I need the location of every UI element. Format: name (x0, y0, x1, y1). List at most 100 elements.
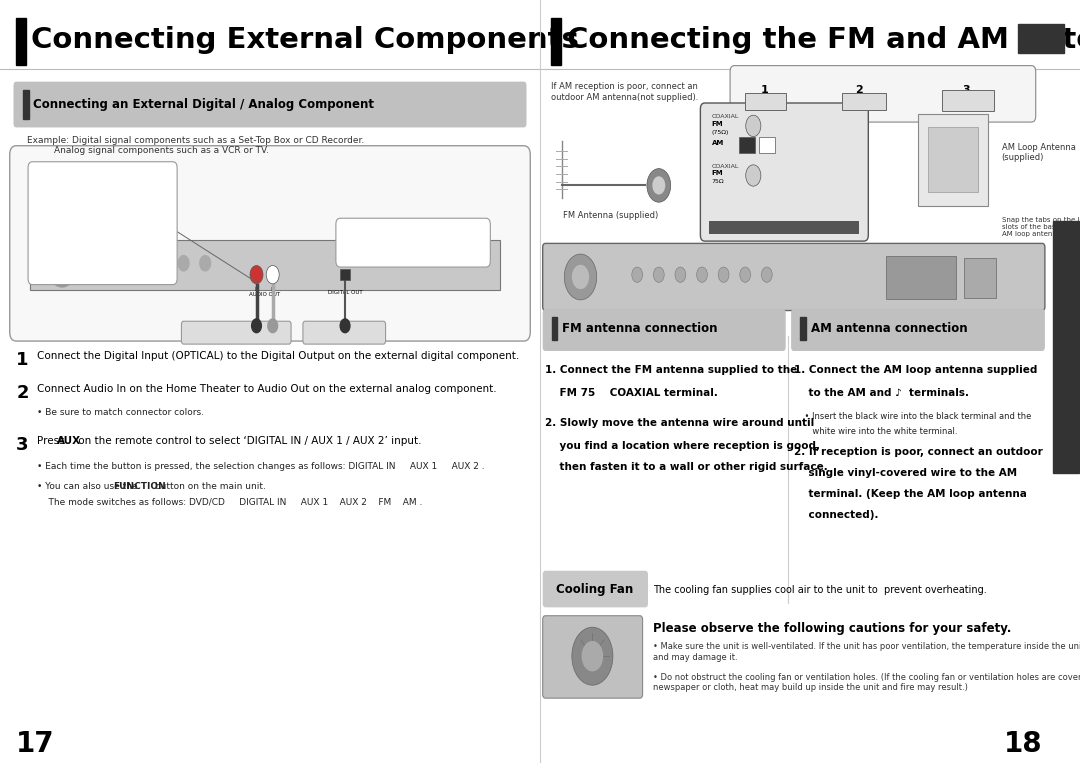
Circle shape (745, 165, 760, 186)
Bar (1053, 221, 1079, 473)
Text: 18: 18 (1003, 730, 1042, 758)
Text: If the external analog
component has only one
Audio Out, connect either left
or : If the external analog component has onl… (40, 192, 165, 238)
Circle shape (582, 641, 603, 671)
Text: 17: 17 (16, 730, 55, 758)
Text: (75Ω): (75Ω) (712, 130, 729, 134)
Text: Connecting the FM and AM Antennas: Connecting the FM and AM Antennas (567, 26, 1080, 53)
Bar (708, 221, 860, 234)
Text: If AM reception is poor, connect an
outdoor AM antenna(not supplied).: If AM reception is poor, connect an outd… (551, 82, 698, 101)
Circle shape (718, 267, 729, 282)
Circle shape (572, 627, 613, 685)
Text: Press: Press (37, 436, 68, 446)
Text: FM Antenna (supplied): FM Antenna (supplied) (563, 211, 658, 220)
Text: AM antenna connection: AM antenna connection (811, 322, 968, 336)
Circle shape (675, 267, 686, 282)
Text: AUX: AUX (56, 436, 81, 446)
Circle shape (632, 267, 643, 282)
Circle shape (200, 256, 211, 271)
Text: Connect Audio In on the Home Theater to Audio Out on the external analog compone: Connect Audio In on the Home Theater to … (37, 384, 497, 394)
Circle shape (761, 267, 772, 282)
Bar (800, 317, 806, 340)
Text: • Insert the black wire into the black terminal and the: • Insert the black wire into the black t… (794, 412, 1031, 421)
FancyBboxPatch shape (700, 103, 868, 241)
Bar (1017, 24, 1064, 53)
Text: white wire into the white terminal.: white wire into the white terminal. (794, 427, 957, 436)
Text: Example: Digital signal components such as a Set-Top Box or CD Recorder.: Example: Digital signal components such … (27, 136, 364, 145)
Text: FM: FM (712, 170, 724, 176)
Text: FM antenna connection: FM antenna connection (562, 322, 717, 336)
Circle shape (740, 267, 751, 282)
Bar (739, 137, 755, 153)
Text: (not supplied): (not supplied) (68, 185, 137, 195)
Text: The mode switches as follows: DVD/CD     DIGITAL IN     AUX 1    AUX 2    FM    : The mode switches as follows: DVD/CD DIG… (37, 497, 422, 507)
Circle shape (157, 256, 167, 271)
Text: 1. Connect the AM loop antenna supplied: 1. Connect the AM loop antenna supplied (794, 365, 1037, 375)
Circle shape (340, 319, 350, 333)
Circle shape (653, 267, 664, 282)
Bar (30, 240, 499, 290)
FancyBboxPatch shape (543, 616, 643, 698)
Bar (918, 114, 988, 206)
Text: FUNCTION: FUNCTION (113, 482, 166, 491)
Bar (964, 258, 997, 298)
Text: L: L (255, 287, 258, 292)
Bar (340, 269, 350, 280)
Text: • You can also use the: • You can also use the (37, 482, 140, 491)
Text: Connect the Digital Input (OPTICAL) to the Digital Output on the external digita: Connect the Digital Input (OPTICAL) to t… (37, 351, 519, 361)
Text: Connecting an External Digital / Analog Component: Connecting an External Digital / Analog … (33, 98, 375, 111)
Bar (942, 90, 994, 111)
Text: R: R (271, 287, 274, 292)
Bar (551, 18, 561, 65)
Bar (928, 127, 978, 192)
Text: 3: 3 (16, 436, 29, 455)
Text: 1: 1 (760, 85, 768, 95)
Text: to the AM and ♪  terminals.: to the AM and ♪ terminals. (794, 388, 969, 398)
Text: you find a location where reception is good,: you find a location where reception is g… (545, 441, 821, 451)
Circle shape (652, 176, 665, 195)
FancyBboxPatch shape (543, 243, 1045, 311)
FancyBboxPatch shape (791, 309, 1045, 351)
FancyBboxPatch shape (543, 571, 648, 607)
Text: COAXIAL: COAXIAL (712, 164, 739, 169)
Bar (759, 137, 775, 153)
Circle shape (266, 266, 279, 284)
Text: FM: FM (712, 121, 724, 127)
Bar (745, 93, 786, 110)
FancyBboxPatch shape (336, 218, 490, 267)
Text: RADIO ANTENNA: RADIO ANTENNA (748, 223, 820, 232)
Text: Connecting External Components: Connecting External Components (31, 26, 579, 53)
Text: Optical Cable: Optical Cable (374, 232, 453, 243)
Text: terminal. (Keep the AM loop antenna: terminal. (Keep the AM loop antenna (794, 489, 1027, 499)
Circle shape (572, 265, 590, 289)
Text: button on the main unit.: button on the main unit. (152, 482, 266, 491)
FancyBboxPatch shape (730, 66, 1036, 122)
Text: 75Ω: 75Ω (712, 179, 725, 184)
Circle shape (178, 256, 189, 271)
Text: GB: GB (1032, 33, 1050, 43)
Text: • Do not obstruct the cooling fan or ventilation holes. (If the cooling fan or v: • Do not obstruct the cooling fan or ven… (653, 673, 1080, 692)
Text: CONNECTIONS: CONNECTIONS (1062, 311, 1071, 384)
Text: AM Loop Antenna
(supplied): AM Loop Antenna (supplied) (1002, 143, 1076, 163)
Text: 2: 2 (16, 384, 29, 402)
Text: 2. Slowly move the antenna wire around until: 2. Slowly move the antenna wire around u… (545, 418, 814, 428)
Text: COAXIAL: COAXIAL (712, 114, 739, 119)
Text: FM 75    COAXIAL terminal.: FM 75 COAXIAL terminal. (545, 388, 718, 398)
Bar (886, 256, 956, 299)
Text: 2: 2 (854, 85, 863, 95)
Text: connected).: connected). (794, 510, 878, 520)
Circle shape (135, 256, 146, 271)
Text: Audio Cable: Audio Cable (67, 175, 138, 185)
Text: Snap the tabs on the loop into the
slots of the base to assemble the
AM loop ant: Snap the tabs on the loop into the slots… (1002, 217, 1080, 237)
Bar (16, 18, 26, 65)
Text: on the remote control to select ‘DIGITAL IN / AUX 1 / AUX 2’ input.: on the remote control to select ‘DIGITAL… (76, 436, 421, 446)
Text: 1: 1 (16, 351, 29, 369)
Text: • Be sure to match connector colors.: • Be sure to match connector colors. (37, 408, 204, 417)
Text: 3: 3 (962, 85, 971, 95)
Text: Cooling Fan: Cooling Fan (556, 583, 634, 597)
Circle shape (647, 169, 671, 202)
Circle shape (564, 254, 597, 300)
FancyBboxPatch shape (10, 146, 530, 341)
Circle shape (252, 319, 261, 333)
FancyBboxPatch shape (543, 309, 786, 351)
Text: • Make sure the unit is well-ventilated. If the unit has poor ventilation, the t: • Make sure the unit is well-ventilated.… (653, 642, 1080, 662)
